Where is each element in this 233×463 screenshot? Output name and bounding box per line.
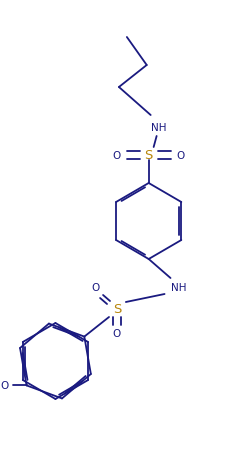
Text: O: O [91,282,99,292]
Text: O: O [176,150,185,161]
Text: NH: NH [171,282,186,292]
Text: S: S [113,303,121,316]
Text: O: O [113,150,121,161]
Text: S: S [144,149,153,162]
Text: O: O [113,328,121,338]
Text: O: O [1,381,9,391]
Text: NH: NH [151,123,166,133]
